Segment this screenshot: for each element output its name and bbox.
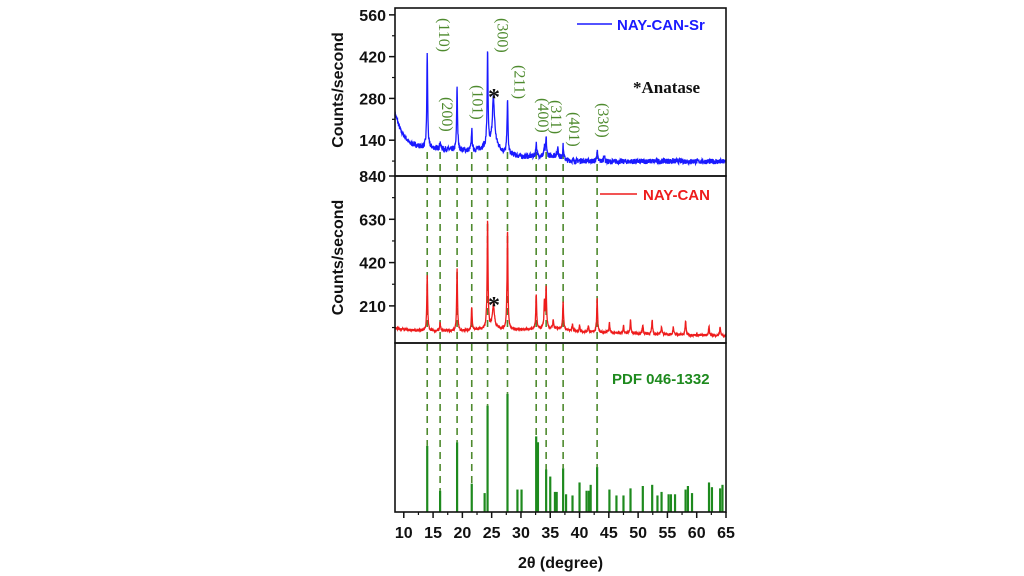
x-tick-label: 65 — [717, 525, 735, 542]
y-tick-label: 420 — [359, 256, 386, 273]
reference-lines — [426, 152, 598, 491]
x-axis-title: 2θ (degree) — [518, 555, 603, 572]
y-tick-label: 840 — [359, 169, 386, 186]
miller-index-label: (101) — [469, 85, 486, 120]
anatase-asterisk-middle: * — [488, 293, 500, 319]
miller-index-label: (200) — [438, 97, 455, 132]
miller-index-label: (400) — [534, 98, 551, 133]
anatase-note: *Anatase — [633, 78, 701, 97]
y-tick-label: 560 — [359, 8, 386, 25]
y-tick-label: 280 — [359, 91, 386, 108]
miller-index-label: (330) — [594, 103, 611, 138]
miller-index-label: (211) — [510, 65, 527, 99]
x-tick-label: 10 — [395, 525, 413, 542]
y-tick-label: 420 — [359, 50, 386, 67]
x-tick-label: 30 — [512, 525, 530, 542]
y-tick-label: 210 — [359, 299, 386, 316]
x-tick-label: 15 — [424, 525, 442, 542]
legend-label-pdf: PDF 046-1332 — [612, 371, 710, 388]
y-tick-label: 630 — [359, 212, 386, 229]
x-tick-label: 35 — [541, 525, 559, 542]
legend-label-nay-can-sr: NAY-CAN-Sr — [617, 17, 705, 34]
panel-frame — [394, 342, 727, 513]
legend-label-nay-can: NAY-CAN — [643, 187, 710, 204]
x-tick-label: 20 — [453, 525, 471, 542]
anatase-asterisk-top: * — [488, 85, 500, 111]
x-tick-label: 25 — [483, 525, 501, 542]
miller-index-label: (401) — [565, 112, 582, 147]
x-tick-label: 55 — [659, 525, 677, 542]
miller-index-label: (110) — [435, 18, 452, 52]
reference-sticks — [426, 393, 724, 512]
series-line-nay-can-sr — [394, 51, 727, 167]
x-tick-label: 60 — [688, 525, 706, 542]
y-axis-title: Counts/second — [330, 200, 347, 316]
series-line-nay-can — [394, 220, 727, 339]
miller-index-label: (300) — [494, 18, 511, 53]
y-axis-title: Counts/second — [330, 32, 347, 148]
x-tick-label: 50 — [629, 525, 647, 542]
x-tick-label: 45 — [600, 525, 618, 542]
x-tick-label: 40 — [571, 525, 589, 542]
y-tick-label: 140 — [359, 133, 386, 150]
miller-index-label: (311) — [547, 100, 564, 134]
